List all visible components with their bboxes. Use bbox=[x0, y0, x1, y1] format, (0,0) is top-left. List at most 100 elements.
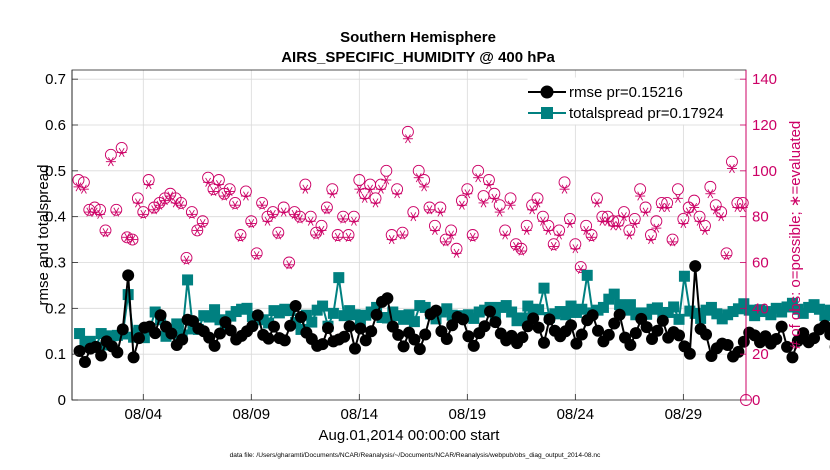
obs-possible-point bbox=[493, 199, 506, 212]
obs-evaluated-point bbox=[694, 216, 705, 226]
obs-evaluated-point bbox=[662, 202, 673, 213]
totalspread-point bbox=[381, 312, 393, 324]
asterisk-stroke bbox=[340, 214, 347, 224]
rmse-point bbox=[246, 320, 259, 333]
obs-possible-point bbox=[137, 206, 150, 219]
obs-evaluated-point bbox=[478, 198, 489, 208]
obs-evaluated-point bbox=[467, 232, 478, 242]
series-possible bbox=[72, 125, 749, 274]
asterisk-stroke bbox=[378, 184, 384, 194]
obs-possible-point bbox=[185, 206, 198, 219]
asterisk-stroke bbox=[567, 218, 573, 229]
rmse-point bbox=[781, 340, 794, 353]
obs-evaluated-point bbox=[89, 207, 100, 217]
asterisk-stroke bbox=[615, 221, 622, 231]
x-tick-label: 08/14 bbox=[341, 406, 379, 423]
obs-evaluated-point bbox=[321, 205, 332, 215]
totalspread-point bbox=[489, 310, 501, 322]
totalspread-point bbox=[538, 282, 550, 294]
asterisk-stroke bbox=[243, 191, 249, 201]
obs-evaluated-point bbox=[127, 235, 138, 245]
asterisk-stroke bbox=[653, 223, 660, 233]
totalspread-point bbox=[749, 310, 761, 322]
totalspread-point bbox=[284, 305, 296, 317]
asterisk-stroke bbox=[475, 173, 482, 183]
asterisk-stroke bbox=[199, 218, 206, 229]
x-tick-label: 08/09 bbox=[233, 406, 271, 423]
obs-evaluated-point bbox=[132, 198, 143, 208]
obs-evaluated-point bbox=[451, 248, 462, 258]
chart-title-line-2: AIRS_SPECIFIC_HUMIDITY @ 400 hPa bbox=[281, 49, 555, 66]
obs-evaluated-point bbox=[489, 193, 500, 203]
totalspread-point bbox=[295, 323, 307, 335]
asterisk-stroke bbox=[637, 191, 644, 201]
obs-possible-point bbox=[207, 183, 220, 196]
obs-possible-point bbox=[304, 210, 317, 223]
asterisk-stroke bbox=[669, 237, 676, 247]
obs-evaluated-point bbox=[246, 218, 257, 229]
obs-evaluated-point bbox=[224, 186, 235, 197]
y-tick-label-left: 0.2 bbox=[45, 300, 66, 317]
obs-possible-point bbox=[391, 183, 404, 196]
obs-possible-point bbox=[617, 206, 630, 219]
asterisk-stroke bbox=[421, 182, 428, 192]
rmse-point bbox=[629, 327, 642, 340]
totalspread-point bbox=[516, 312, 528, 324]
obs-possible-point bbox=[110, 203, 123, 216]
obs-possible-point bbox=[369, 192, 382, 205]
obs-evaluated-point bbox=[629, 218, 640, 229]
obs-possible-point bbox=[142, 174, 155, 186]
asterisk-stroke bbox=[631, 218, 638, 229]
asterisk-stroke bbox=[388, 235, 395, 245]
asterisk-stroke bbox=[556, 230, 563, 240]
obs-possible-point bbox=[536, 210, 549, 223]
obs-evaluated-point bbox=[105, 157, 116, 167]
rmse-point bbox=[262, 332, 275, 345]
asterisk-stroke bbox=[345, 232, 352, 242]
obs-evaluated-point bbox=[446, 230, 457, 240]
asterisk-stroke bbox=[205, 177, 211, 187]
obs-evaluated-point bbox=[537, 216, 548, 226]
totalspread-point bbox=[263, 317, 275, 329]
rmse-point bbox=[381, 292, 394, 305]
asterisk-stroke bbox=[523, 225, 530, 235]
rmse-point bbox=[527, 312, 540, 325]
obs-evaluated-point bbox=[581, 225, 592, 235]
asterisk-stroke bbox=[232, 200, 238, 210]
obs-possible-point bbox=[585, 229, 598, 241]
rmse-point bbox=[111, 346, 124, 359]
obs-evaluated-point bbox=[548, 241, 559, 252]
obs-evaluated-point bbox=[494, 207, 505, 217]
obs-possible-point bbox=[380, 164, 393, 177]
rmse-point bbox=[149, 327, 162, 340]
asterisk-stroke bbox=[91, 207, 98, 217]
obs-evaluated-point bbox=[618, 212, 629, 222]
asterisk-stroke bbox=[459, 200, 465, 210]
obs-possible-point bbox=[650, 215, 663, 228]
y-tick-label-right: 80 bbox=[752, 209, 769, 226]
asterisk-stroke bbox=[291, 209, 298, 219]
obs-possible-point bbox=[666, 233, 679, 246]
asterisk-stroke bbox=[469, 232, 476, 242]
obs-possible-point bbox=[688, 194, 701, 207]
y-tick-label-right: 60 bbox=[752, 255, 769, 272]
rmse-point bbox=[294, 311, 307, 324]
asterisk-stroke bbox=[718, 212, 725, 222]
obs-evaluated-point bbox=[554, 230, 565, 240]
asterisk-stroke bbox=[507, 200, 514, 210]
obs-evaluated-point bbox=[510, 241, 521, 252]
plot-area: 08/04 08/09 08/14 08/19 08/24 08/29 0 0.1 0.2 0.3… bbox=[45, 69, 830, 423]
totalspread-point bbox=[506, 306, 518, 318]
obs-evaluated-point bbox=[473, 173, 484, 183]
asterisk-stroke bbox=[172, 198, 179, 208]
obs-possible-point bbox=[580, 219, 593, 232]
rmse-point bbox=[208, 339, 221, 352]
obs-possible-point bbox=[320, 201, 333, 214]
legend-label-totalspread: totalspread pr=0.17924 bbox=[569, 105, 724, 122]
obs-possible-point bbox=[353, 174, 366, 186]
obs-evaluated-point bbox=[359, 193, 370, 203]
rmse-point bbox=[122, 269, 135, 282]
obs-evaluated-point bbox=[170, 198, 181, 208]
obs-possible-point bbox=[272, 226, 285, 239]
obs-possible-point bbox=[412, 164, 425, 177]
